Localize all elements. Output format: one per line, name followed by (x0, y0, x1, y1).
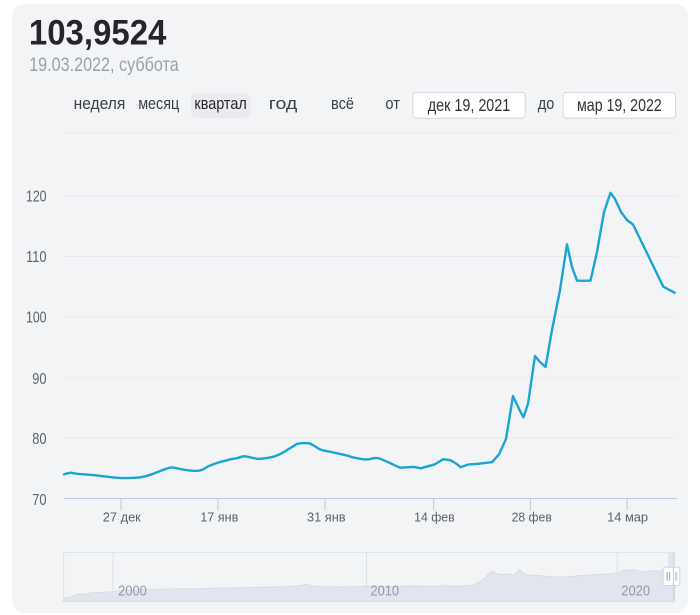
svg-text:28 фев: 28 фев (512, 510, 552, 524)
svg-text:80: 80 (32, 431, 46, 448)
svg-text:120: 120 (26, 189, 47, 206)
svg-text:17 янв: 17 янв (200, 510, 238, 524)
svg-text:2000: 2000 (118, 583, 147, 599)
svg-text:14 мар: 14 мар (607, 510, 648, 524)
svg-text:100: 100 (26, 310, 47, 327)
svg-text:месяц: месяц (138, 95, 180, 113)
svg-text:год: год (269, 95, 298, 113)
svg-text:2010: 2010 (370, 583, 399, 599)
svg-text:до: до (538, 95, 555, 113)
svg-text:дек 19, 2021: дек 19, 2021 (428, 95, 511, 115)
svg-text:неделя: неделя (74, 95, 126, 113)
svg-text:103,9524: 103,9524 (29, 13, 167, 52)
svg-text:27 дек: 27 дек (103, 510, 141, 524)
svg-text:14 фев: 14 фев (414, 510, 455, 524)
svg-text:квартал: квартал (194, 95, 246, 113)
svg-text:70: 70 (32, 492, 46, 509)
svg-text:110: 110 (26, 249, 47, 266)
svg-text:от: от (385, 95, 400, 113)
svg-text:2020: 2020 (621, 583, 650, 599)
svg-text:мар 19, 2022: мар 19, 2022 (577, 95, 662, 115)
svg-text:всё: всё (331, 95, 354, 113)
svg-text:90: 90 (32, 371, 46, 388)
svg-text:19.03.2022, суббота: 19.03.2022, суббота (29, 54, 179, 76)
svg-text:31 янв: 31 янв (307, 510, 346, 524)
